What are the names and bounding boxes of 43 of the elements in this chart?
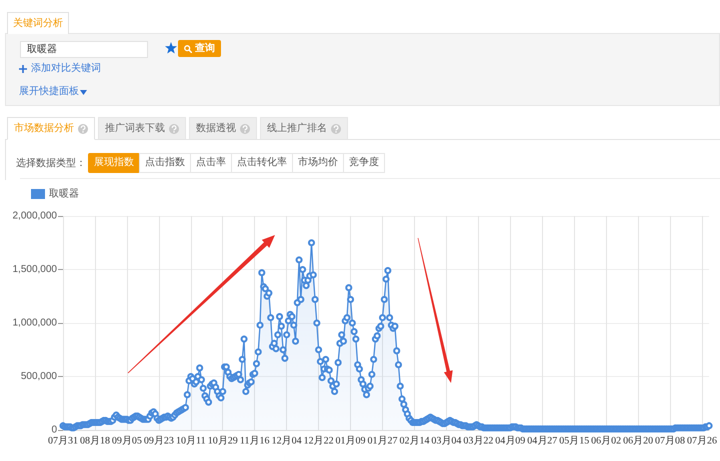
- x-tick-label: 05月15: [559, 436, 590, 446]
- x-tick-label: 07月08: [655, 436, 686, 446]
- text: 添加对比关键词: [31, 63, 101, 75]
- x-tick-label: 10月29: [208, 436, 238, 446]
- text: 点击率: [190, 153, 232, 173]
- y-tick-label: 1,500,000: [12, 264, 58, 275]
- x-tick-label: 03月22: [463, 436, 494, 446]
- text: 点击转化率: [231, 153, 293, 173]
- x-tick-label: 08月18: [80, 436, 110, 446]
- x-tick-label: 07月26: [687, 436, 717, 446]
- x-tick-label: 09月23: [144, 436, 174, 446]
- text: 关键词分析: [7, 12, 69, 34]
- x-tick-label: 12月22: [304, 436, 334, 446]
- x-tick-label: 01月09: [336, 436, 366, 446]
- x-tick-label: 01月27: [368, 436, 398, 446]
- legend-label: 取暖器: [49, 188, 79, 200]
- x-tick-label: 07月31: [48, 436, 78, 446]
- text: 竞争度: [343, 153, 385, 173]
- text: 查询: [195, 42, 215, 54]
- y-tick-label: 2,000,000: [12, 210, 58, 222]
- y-tick-label: 500,000: [20, 371, 58, 382]
- text: 选择数据类型：: [16, 158, 86, 170]
- text: 市场数据分析: [14, 122, 74, 134]
- text: 市场均价: [292, 153, 344, 173]
- x-tick-label: 11月16: [240, 436, 270, 446]
- x-tick-label: 02月14: [399, 436, 430, 446]
- x-tick-label: 06月02: [591, 436, 622, 446]
- text: 线上推广排名: [267, 122, 327, 134]
- y-tick-label: 1,000,000: [12, 318, 58, 328]
- text: 展开快捷面板: [19, 86, 79, 98]
- x-tick-label: 10月11: [176, 436, 206, 446]
- text: 推广词表下载: [105, 122, 165, 134]
- x-tick-label: 04月09: [495, 436, 526, 446]
- text: 点击指数: [139, 153, 191, 173]
- text: 展现指数: [88, 153, 140, 173]
- x-tick-label: 06月20: [623, 436, 654, 446]
- x-tick-label: 03月04: [431, 436, 462, 446]
- x-tick-label: 12月04: [272, 436, 302, 446]
- text: 数据透视: [196, 122, 236, 134]
- x-tick-label: 04月27: [527, 436, 558, 446]
- y-tick-label: 0: [51, 424, 58, 436]
- text: 取暖器: [20, 41, 148, 58]
- x-tick-label: 09月05: [112, 436, 142, 446]
